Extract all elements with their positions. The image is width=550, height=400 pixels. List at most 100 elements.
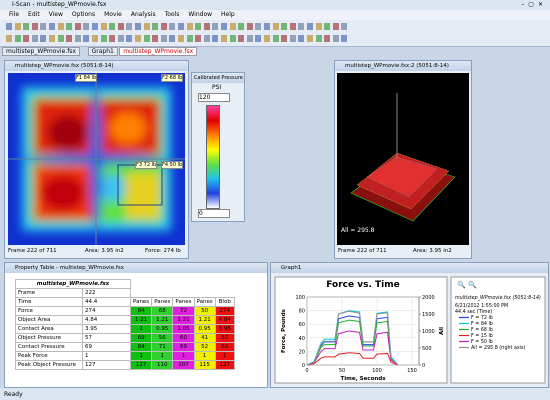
tool-button[interactable] xyxy=(92,35,98,42)
tool-button[interactable] xyxy=(272,35,279,42)
tool-button[interactable] xyxy=(74,35,81,42)
column-header: Panes xyxy=(193,297,216,307)
tool-button[interactable] xyxy=(324,35,331,42)
tool-button[interactable] xyxy=(126,35,133,42)
tool-button[interactable] xyxy=(66,23,73,30)
tool-button[interactable] xyxy=(212,35,219,42)
tool-button[interactable] xyxy=(264,35,270,42)
tool-button[interactable] xyxy=(264,23,270,30)
tool-button[interactable] xyxy=(152,23,159,30)
tab[interactable]: multistep_WPmovie.fsx xyxy=(119,47,198,56)
menu-item[interactable]: File xyxy=(9,11,20,18)
tab[interactable]: multistep_WPmovie.fsx xyxy=(2,47,80,56)
tool-button[interactable] xyxy=(341,23,348,30)
tool-button[interactable] xyxy=(332,23,339,30)
legend-min[interactable]: 0 xyxy=(198,209,230,218)
tool-button[interactable] xyxy=(221,35,227,42)
tool-button[interactable] xyxy=(195,23,202,30)
tool-button[interactable] xyxy=(178,35,184,42)
region-label: F3 72 lb xyxy=(135,161,158,169)
tool-button[interactable] xyxy=(31,35,38,42)
tool-button[interactable] xyxy=(49,23,55,30)
tool-button[interactable] xyxy=(40,35,47,42)
tool-button[interactable] xyxy=(212,23,219,30)
tool-button[interactable] xyxy=(255,23,262,30)
tool-button[interactable] xyxy=(324,23,331,30)
tool-button[interactable] xyxy=(160,35,167,42)
tool-button[interactable] xyxy=(152,35,159,42)
menu-item[interactable]: Options xyxy=(71,11,96,18)
tool-button[interactable] xyxy=(246,35,253,42)
tool-button[interactable] xyxy=(31,23,38,30)
tool-button[interactable] xyxy=(315,23,322,30)
tool-button[interactable] xyxy=(307,23,313,30)
legend-label: F = 68 lb xyxy=(471,327,493,333)
tool-button[interactable] xyxy=(6,35,12,42)
tool-button[interactable] xyxy=(238,35,245,42)
tool-button[interactable] xyxy=(221,23,227,30)
tool-button[interactable] xyxy=(143,35,150,42)
menu-item[interactable]: View xyxy=(48,11,63,18)
tool-button[interactable] xyxy=(178,23,184,30)
tool-button[interactable] xyxy=(298,23,305,30)
tool-button[interactable] xyxy=(40,23,47,30)
menu-item[interactable]: Edit xyxy=(28,11,40,18)
tool-button[interactable] xyxy=(49,35,55,42)
tool-button[interactable] xyxy=(14,35,21,42)
tool-button[interactable] xyxy=(341,35,348,42)
tool-button[interactable] xyxy=(100,23,107,30)
tool-button[interactable] xyxy=(332,35,339,42)
tool-button[interactable] xyxy=(169,35,176,42)
tool-button[interactable] xyxy=(160,23,167,30)
tool-button[interactable] xyxy=(135,23,141,30)
tool-button[interactable] xyxy=(109,23,116,30)
menu-item[interactable]: Help xyxy=(221,11,235,18)
tool-button[interactable] xyxy=(143,23,150,30)
tool-button[interactable] xyxy=(307,35,313,42)
tool-button[interactable] xyxy=(14,23,21,30)
tool-button[interactable] xyxy=(57,23,64,30)
tool-button[interactable] xyxy=(117,23,124,30)
tool-button[interactable] xyxy=(186,35,193,42)
tool-button[interactable] xyxy=(281,35,288,42)
tool-button[interactable] xyxy=(289,23,296,30)
tool-button[interactable] xyxy=(229,35,236,42)
tool-button[interactable] xyxy=(229,23,236,30)
tool-button[interactable] xyxy=(83,35,90,42)
tool-button[interactable] xyxy=(109,35,116,42)
tool-button[interactable] xyxy=(272,23,279,30)
force-status: Force: 274 lb xyxy=(145,248,181,254)
menu-item[interactable]: Window xyxy=(188,11,213,18)
tool-button[interactable] xyxy=(74,23,81,30)
tool-button[interactable] xyxy=(281,23,288,30)
tool-button[interactable] xyxy=(315,35,322,42)
tool-button[interactable] xyxy=(23,35,30,42)
tool-button[interactable] xyxy=(135,35,141,42)
tool-button[interactable] xyxy=(298,35,305,42)
tool-button[interactable] xyxy=(92,23,98,30)
tool-button[interactable] xyxy=(6,23,12,30)
menu-item[interactable]: Tools xyxy=(164,11,180,18)
tool-button[interactable] xyxy=(255,35,262,42)
tool-button[interactable] xyxy=(126,23,133,30)
tool-button[interactable] xyxy=(83,23,90,30)
tool-button[interactable] xyxy=(195,35,202,42)
tool-button[interactable] xyxy=(186,23,193,30)
tool-button[interactable] xyxy=(238,23,245,30)
tool-button[interactable] xyxy=(203,23,210,30)
tool-button[interactable] xyxy=(100,35,107,42)
window-controls[interactable]: –▢✕ xyxy=(521,1,547,8)
tab[interactable]: Graph1 xyxy=(87,47,118,56)
tool-button[interactable] xyxy=(23,23,30,30)
tool-button[interactable] xyxy=(169,23,176,30)
tool-button[interactable] xyxy=(57,35,64,42)
tool-button[interactable] xyxy=(117,35,124,42)
legend-max[interactable]: 120 xyxy=(198,93,230,102)
menu-item[interactable]: Movie xyxy=(104,11,122,18)
zoom-icons[interactable]: 🔍 🔍 xyxy=(457,280,477,289)
tool-button[interactable] xyxy=(246,23,253,30)
tool-button[interactable] xyxy=(203,35,210,42)
menu-item[interactable]: Analysis xyxy=(130,11,156,18)
tool-button[interactable] xyxy=(289,35,296,42)
tool-button[interactable] xyxy=(66,35,73,42)
